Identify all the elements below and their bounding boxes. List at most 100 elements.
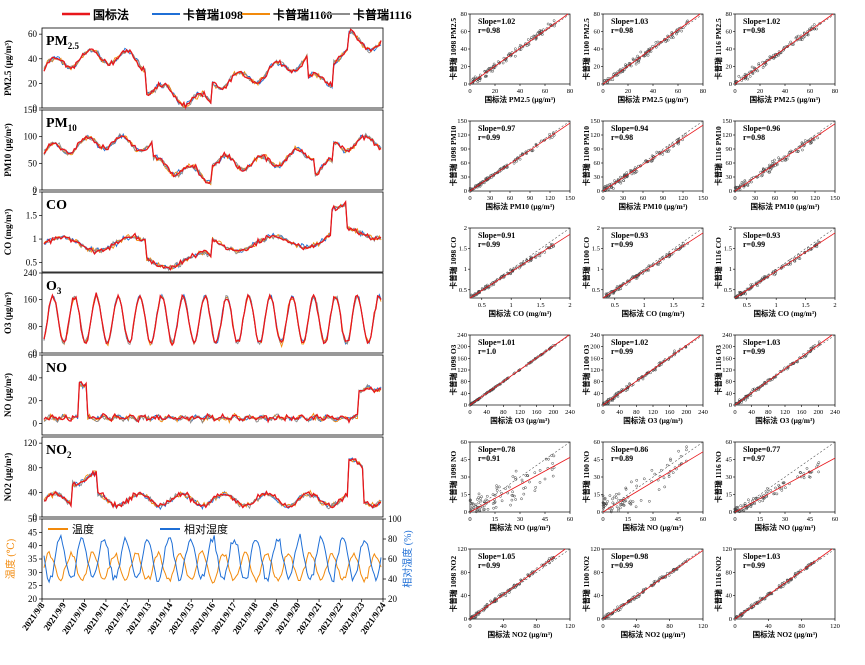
scatter-point [756,284,759,288]
scatter-point [665,463,669,467]
scatter-point [777,483,781,487]
ytick-label-weather-right: 100 [388,514,402,524]
scatter-xtick-label: 1 [643,302,646,309]
scatter-PM2.5-1: 00 20 20 40 40 60 60 80 80 Slope=1.03r=0.98 卡普瑞 11… [581,11,706,104]
scatter-point [631,500,635,504]
scatter-point [756,69,760,73]
scatter-point [740,398,744,402]
scatter-xtick-label: 45 [542,516,549,523]
scatter-ytick-label: 0 [729,81,732,88]
scatter-ytick-label: 120 [457,546,467,553]
scatter-r-label: r=0.99 [611,347,633,356]
scatter-ylabel: 卡普瑞 1098 CO [448,237,458,290]
scatter-point [667,148,671,152]
scatter-xtick-label: 30 [650,516,657,523]
scatter-one-to-one-line [469,548,571,620]
scatter-xtick-label: 45 [675,516,682,523]
scatter-ytick-label: 200 [457,344,467,351]
ytick-label-no: 20 [28,396,38,406]
scatter-xtick-label: 30 [487,195,494,202]
scatter-point [758,499,762,503]
scatter-point [750,180,753,184]
scatter-point [773,158,776,162]
scatter-point [618,506,622,510]
scatter-point [634,168,637,171]
scatter-point [469,502,473,505]
scatter-xlabel: 国标法 O3 (μg/m³) [623,415,683,425]
scatter-r-label: r=0.99 [743,240,765,249]
scatter-ytick-label: 120 [457,132,467,139]
scatter-ytick-label: 150 [722,118,732,125]
scatter-xtick-label: 2 [833,302,836,309]
scatter-point [667,472,671,476]
panel-title-o3: O3 [46,279,62,296]
scatter-point [632,171,636,175]
scatter-point [497,485,501,489]
ytick-label-pm10: 0 [33,185,38,195]
scatter-point [666,38,670,42]
scatter-ytick-label: 40 [726,390,733,397]
scatter-point [769,168,772,171]
scatter-point [513,494,516,498]
scatter-xtick-label: 40 [765,623,772,630]
scatter-xlabel: 国标法 CO (mg/m³) [621,308,685,318]
scatter-point [783,157,787,161]
ylabel-no2: NO2 (μg/m³) [3,453,13,502]
scatter-point [612,187,615,190]
scatter-point [479,499,483,503]
scatter-xtick-label: 15 [757,516,764,523]
scatter-point [471,502,474,505]
scatter-point [762,496,766,500]
scatter-ytick-label: 20 [726,64,733,71]
scatter-xtick-label: 20 [625,88,632,95]
scatter-xtick-label: 30 [517,516,524,523]
scatter-xtick-label: 80 [798,623,805,630]
series-line-pm10-0 [43,133,382,185]
scatter-xtick-label: 45 [807,516,814,523]
scatter-ytick-label: 20 [594,64,601,71]
scatter-point [624,389,628,393]
ytick-label-pm10: 50 [28,158,38,168]
scatter-xtick-label: 40 [517,88,524,95]
scatter-point [757,63,761,67]
scatter-point [813,344,817,347]
scatter-point [550,454,554,457]
scatter-ytick-label: 2 [729,225,732,232]
scatter-r-label: r=0.98 [743,133,765,142]
scatter-point [737,187,741,190]
scatter-xtick-label: 0 [468,516,471,523]
scatter-ytick-label: 80 [726,11,733,18]
scatter-point [529,257,533,261]
scatter-point [795,35,799,39]
scatter-point [681,244,684,248]
scatter-ytick-label: 2 [597,225,600,232]
scatter-point [616,395,620,398]
scatter-point [472,400,476,404]
scatter-point [518,582,521,586]
scatter-ytick-label: 40 [594,390,601,397]
scatter-point [628,382,631,386]
scatter-xtick-label: 120 [545,195,555,202]
scatter-point [495,484,498,488]
scatter-xtick-label: 60 [832,516,839,523]
ytick-label-no: 0 [33,419,38,429]
scatter-point [547,457,550,461]
scatter-point [602,506,605,510]
panel-frame-pm25 [41,27,384,109]
scatter-point [621,70,625,73]
scatter-point [799,38,803,41]
scatter-xtick-label: 80 [765,409,772,416]
scatter-xtick-label: 200 [681,409,691,416]
scatter-NO2-0: 00 40 40 80 80 120 120 Slope=1.05r=0.99 卡普瑞 1098… [448,546,575,639]
scatter-point [802,36,805,39]
scatter-ylabel: 卡普瑞 1098 NO2 [448,556,458,612]
scatter-xtick-label: 120 [565,623,575,630]
scatter-slope-label: Slope=0.91 [478,231,515,240]
scatter-point [479,77,482,80]
scatter-r-label: r=0.89 [611,454,633,463]
scatter-point [656,40,660,44]
scatter-point [643,159,647,163]
scatter-point [647,264,651,268]
scatter-ytick-label: 160 [457,355,467,362]
scatter-xlabel: 国标法 PM10 (μg/m³) [486,201,555,211]
